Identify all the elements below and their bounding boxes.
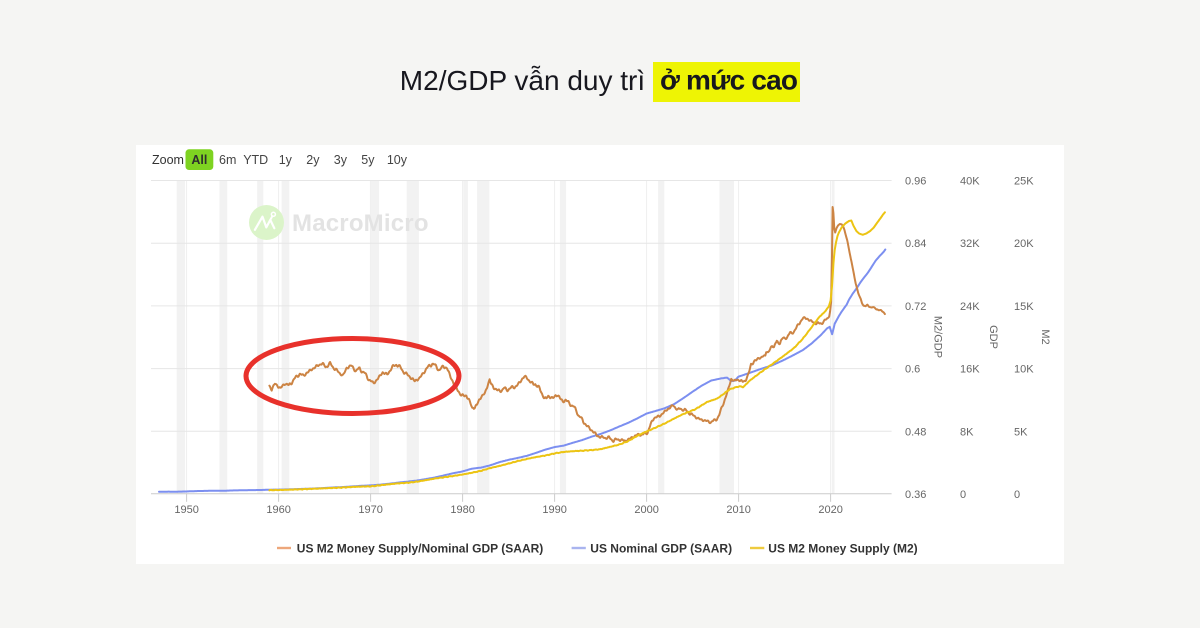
svg-text:0: 0	[1014, 489, 1020, 501]
svg-text:20K: 20K	[1014, 238, 1034, 250]
svg-text:0.96: 0.96	[905, 176, 926, 188]
svg-text:3y: 3y	[334, 153, 348, 167]
svg-text:US Nominal GDP (SAAR): US Nominal GDP (SAAR)	[590, 542, 732, 556]
svg-text:1950: 1950	[174, 504, 198, 516]
svg-text:M2: M2	[1039, 329, 1051, 344]
svg-text:6m: 6m	[219, 153, 236, 167]
svg-text:2010: 2010	[726, 504, 750, 516]
svg-text:15K: 15K	[1014, 301, 1034, 313]
svg-text:10y: 10y	[387, 153, 408, 167]
svg-text:5y: 5y	[361, 153, 375, 167]
svg-text:0.84: 0.84	[905, 238, 926, 250]
svg-text:MacroMicro: MacroMicro	[292, 210, 429, 237]
svg-text:1y: 1y	[279, 153, 293, 167]
svg-text:24K: 24K	[960, 301, 980, 313]
svg-text:All: All	[191, 153, 207, 167]
svg-text:16K: 16K	[960, 364, 980, 376]
svg-text:GDP: GDP	[987, 325, 999, 349]
svg-text:2y: 2y	[306, 153, 320, 167]
svg-text:2020: 2020	[818, 504, 842, 516]
svg-text:1960: 1960	[266, 504, 290, 516]
svg-text:US M2 Money Supply/Nominal GDP: US M2 Money Supply/Nominal GDP (SAAR)	[297, 542, 543, 556]
svg-text:25K: 25K	[1014, 176, 1034, 188]
svg-text:10K: 10K	[1014, 364, 1034, 376]
svg-text:40K: 40K	[960, 176, 980, 188]
svg-text:32K: 32K	[960, 238, 980, 250]
svg-text:YTD: YTD	[243, 153, 268, 167]
svg-text:1980: 1980	[450, 504, 474, 516]
svg-text:1990: 1990	[542, 504, 566, 516]
svg-text:0.36: 0.36	[905, 489, 926, 501]
svg-text:0: 0	[960, 489, 966, 501]
svg-text:0.72: 0.72	[905, 301, 926, 313]
svg-text:M2/GDP: M2/GDP	[932, 316, 944, 358]
svg-text:2000: 2000	[634, 504, 658, 516]
svg-text:0.48: 0.48	[905, 426, 926, 438]
svg-text:5K: 5K	[1014, 426, 1028, 438]
svg-text:8K: 8K	[960, 426, 974, 438]
svg-text:1970: 1970	[358, 504, 382, 516]
svg-text:Zoom: Zoom	[152, 153, 184, 167]
svg-text:0.6: 0.6	[905, 364, 920, 376]
svg-text:US M2 Money Supply (M2): US M2 Money Supply (M2)	[768, 542, 917, 556]
